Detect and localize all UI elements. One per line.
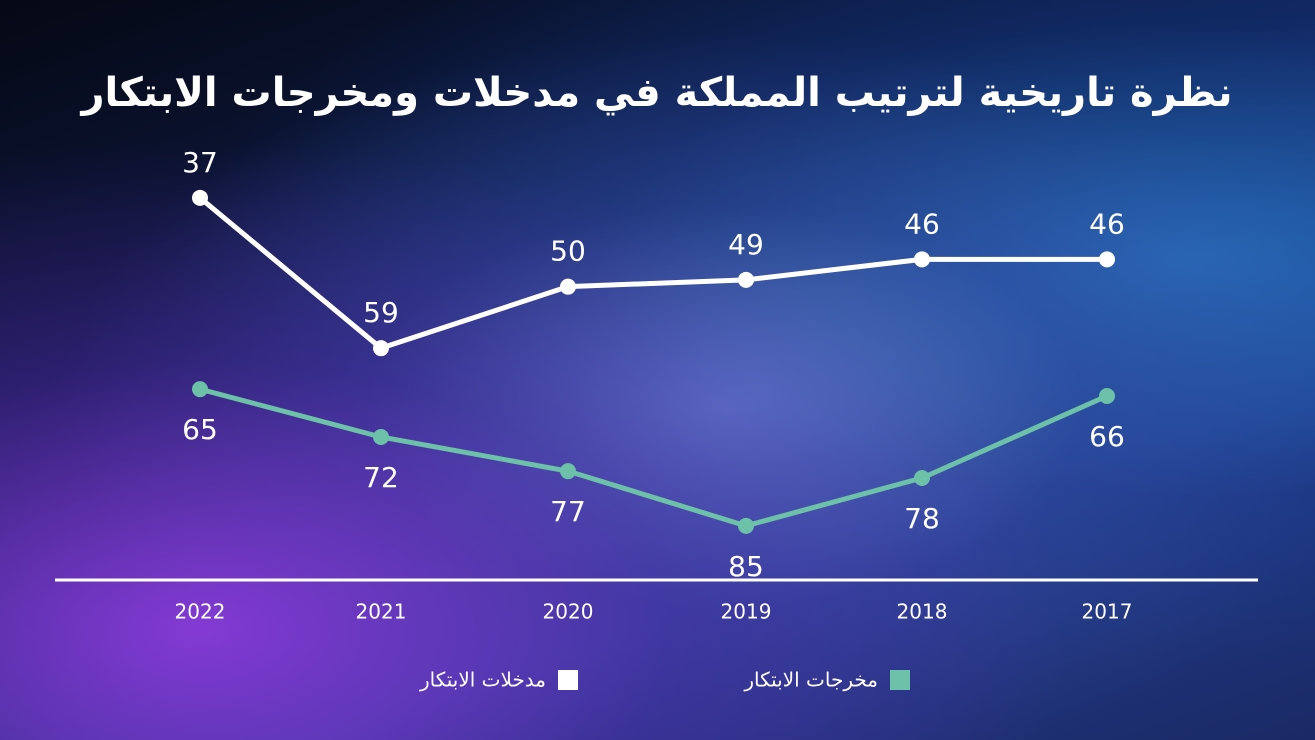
- legend-swatch: [558, 670, 578, 690]
- data-point: [1099, 388, 1115, 404]
- data-label: 49: [728, 228, 764, 261]
- data-point: [373, 429, 389, 445]
- data-label: 59: [363, 296, 399, 329]
- x-tick-label: 2021: [356, 600, 407, 624]
- data-label: 37: [182, 146, 218, 179]
- x-tick-label: 2018: [897, 600, 948, 624]
- legend-swatch: [890, 670, 910, 690]
- data-point: [738, 271, 754, 288]
- x-tick-label: 2019: [721, 600, 772, 624]
- data-point: [738, 517, 754, 534]
- data-label: 50: [550, 235, 586, 268]
- data-label: 78: [904, 502, 940, 535]
- data-point: [914, 470, 930, 486]
- data-point: [560, 463, 576, 480]
- data-point: [560, 278, 576, 295]
- series-line: [199, 386, 1109, 529]
- x-tick-label: 2022: [175, 600, 226, 624]
- x-tick-label: 2020: [543, 600, 594, 624]
- data-label: 85: [728, 550, 764, 583]
- data-label: 77: [550, 495, 586, 528]
- data-point: [192, 381, 208, 398]
- data-label: 66: [1089, 420, 1125, 453]
- series-line: [198, 195, 1107, 351]
- data-point: [192, 189, 208, 206]
- x-tick-label: 2017: [1082, 600, 1133, 624]
- data-point: [914, 251, 930, 268]
- data-label: 46: [1089, 207, 1125, 240]
- data-label: 72: [363, 461, 399, 494]
- legend-label: مخرجات الابتكار: [743, 668, 878, 692]
- legend-label: مدخلات الابتكار: [419, 668, 546, 692]
- data-point: [373, 340, 389, 357]
- chart-title: نظرة تاريخية لترتيب المملكة في مدخلات وم…: [79, 70, 1232, 116]
- data-label: 46: [904, 207, 940, 240]
- data-point: [1099, 251, 1115, 268]
- data-label: 65: [182, 413, 218, 446]
